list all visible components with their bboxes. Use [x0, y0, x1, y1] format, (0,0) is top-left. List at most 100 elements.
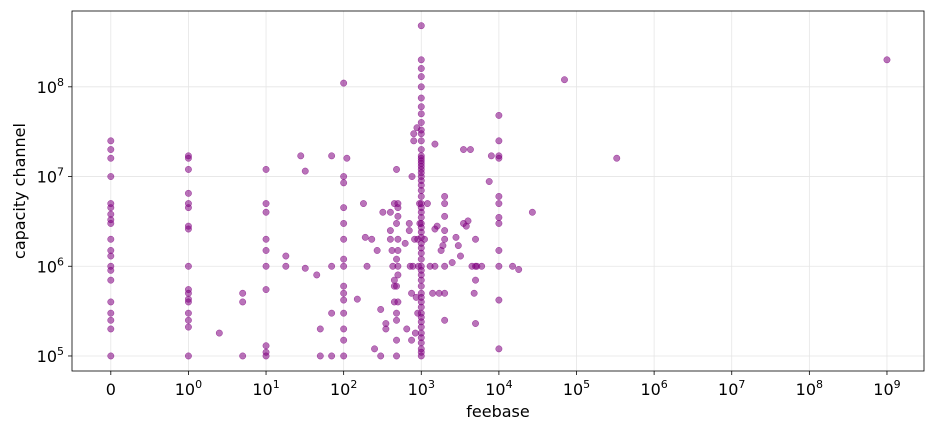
- data-point: [417, 130, 425, 138]
- data-point: [495, 137, 503, 145]
- data-point: [184, 189, 192, 197]
- data-point: [184, 289, 192, 297]
- data-point: [361, 233, 369, 241]
- data-point: [313, 271, 321, 279]
- data-point: [184, 309, 192, 317]
- data-point: [495, 345, 503, 353]
- data-point: [417, 323, 425, 331]
- data-point: [417, 146, 425, 153]
- data-point: [262, 235, 270, 243]
- data-point: [464, 217, 472, 225]
- data-point: [417, 73, 425, 81]
- data-point: [107, 137, 115, 145]
- data-point: [239, 352, 247, 360]
- data-point: [393, 309, 400, 317]
- data-point: [417, 22, 425, 30]
- data-point: [107, 266, 115, 274]
- data-point: [417, 137, 425, 145]
- data-point: [495, 200, 503, 208]
- data-point: [340, 309, 348, 317]
- data-point: [417, 94, 425, 102]
- data-point: [262, 262, 270, 270]
- x-tick-label: 108: [796, 378, 823, 399]
- data-point: [394, 204, 402, 212]
- data-point: [417, 186, 425, 194]
- data-point: [377, 306, 385, 313]
- data-point: [431, 262, 439, 270]
- data-point: [386, 235, 394, 243]
- data-point: [107, 154, 115, 162]
- data-point: [340, 289, 348, 297]
- data-point: [495, 296, 503, 304]
- data-point: [340, 235, 348, 243]
- data-point: [466, 146, 474, 153]
- data-point: [184, 262, 192, 270]
- data-point: [423, 200, 431, 208]
- data-point: [417, 192, 425, 200]
- data-point: [386, 208, 394, 216]
- data-point: [613, 154, 621, 162]
- x-tick-label: 0: [106, 380, 116, 399]
- data-point: [408, 173, 416, 180]
- data-point: [515, 266, 523, 273]
- data-point: [340, 179, 348, 187]
- x-tick-label: 105: [563, 378, 590, 399]
- data-point: [262, 286, 270, 293]
- data-point: [441, 289, 449, 297]
- data-point: [107, 252, 115, 260]
- data-point: [262, 165, 270, 173]
- data-point: [107, 276, 115, 284]
- data-point: [417, 83, 425, 91]
- data-point: [282, 252, 290, 260]
- data-point: [316, 325, 324, 333]
- data-point: [386, 227, 394, 235]
- data-point: [394, 271, 402, 279]
- data-point: [417, 255, 425, 263]
- data-point: [441, 316, 449, 324]
- data-point: [184, 165, 192, 173]
- data-point: [408, 289, 416, 297]
- grid: [72, 11, 924, 371]
- data-point: [417, 119, 425, 126]
- data-point: [184, 204, 192, 212]
- data-point: [107, 316, 115, 324]
- data-point: [421, 235, 428, 243]
- data-point: [417, 249, 425, 257]
- data-point: [441, 212, 449, 220]
- data-point: [184, 298, 192, 306]
- data-point: [441, 235, 449, 243]
- x-axis-title: feebase: [466, 402, 529, 421]
- data-point: [107, 298, 115, 306]
- data-point: [340, 296, 348, 304]
- data-point: [470, 289, 478, 297]
- data-point: [371, 345, 378, 353]
- data-point: [340, 255, 348, 263]
- data-point: [353, 295, 361, 303]
- data-point: [401, 239, 409, 247]
- data-point: [340, 352, 348, 360]
- data-point: [495, 213, 503, 221]
- data-point: [373, 247, 381, 254]
- data-point: [107, 309, 115, 317]
- data-point: [393, 336, 400, 344]
- data-point: [417, 303, 425, 311]
- data-point: [441, 227, 449, 235]
- x-tick-label: 107: [718, 378, 745, 399]
- y-axis-ticks: 105 106 107 108: [37, 76, 72, 366]
- data-point: [883, 56, 891, 64]
- data-point: [184, 225, 192, 233]
- data-points: [107, 22, 891, 360]
- y-tick-label: 105: [37, 345, 64, 366]
- data-point: [393, 165, 400, 173]
- data-point: [262, 352, 270, 360]
- data-point: [239, 298, 247, 306]
- x-tick-label: 109: [873, 378, 900, 399]
- data-point: [417, 110, 425, 118]
- data-point: [472, 320, 479, 327]
- data-point: [495, 192, 503, 200]
- data-point: [301, 264, 309, 272]
- data-point: [340, 282, 348, 290]
- data-point: [368, 235, 376, 243]
- data-point: [328, 309, 336, 317]
